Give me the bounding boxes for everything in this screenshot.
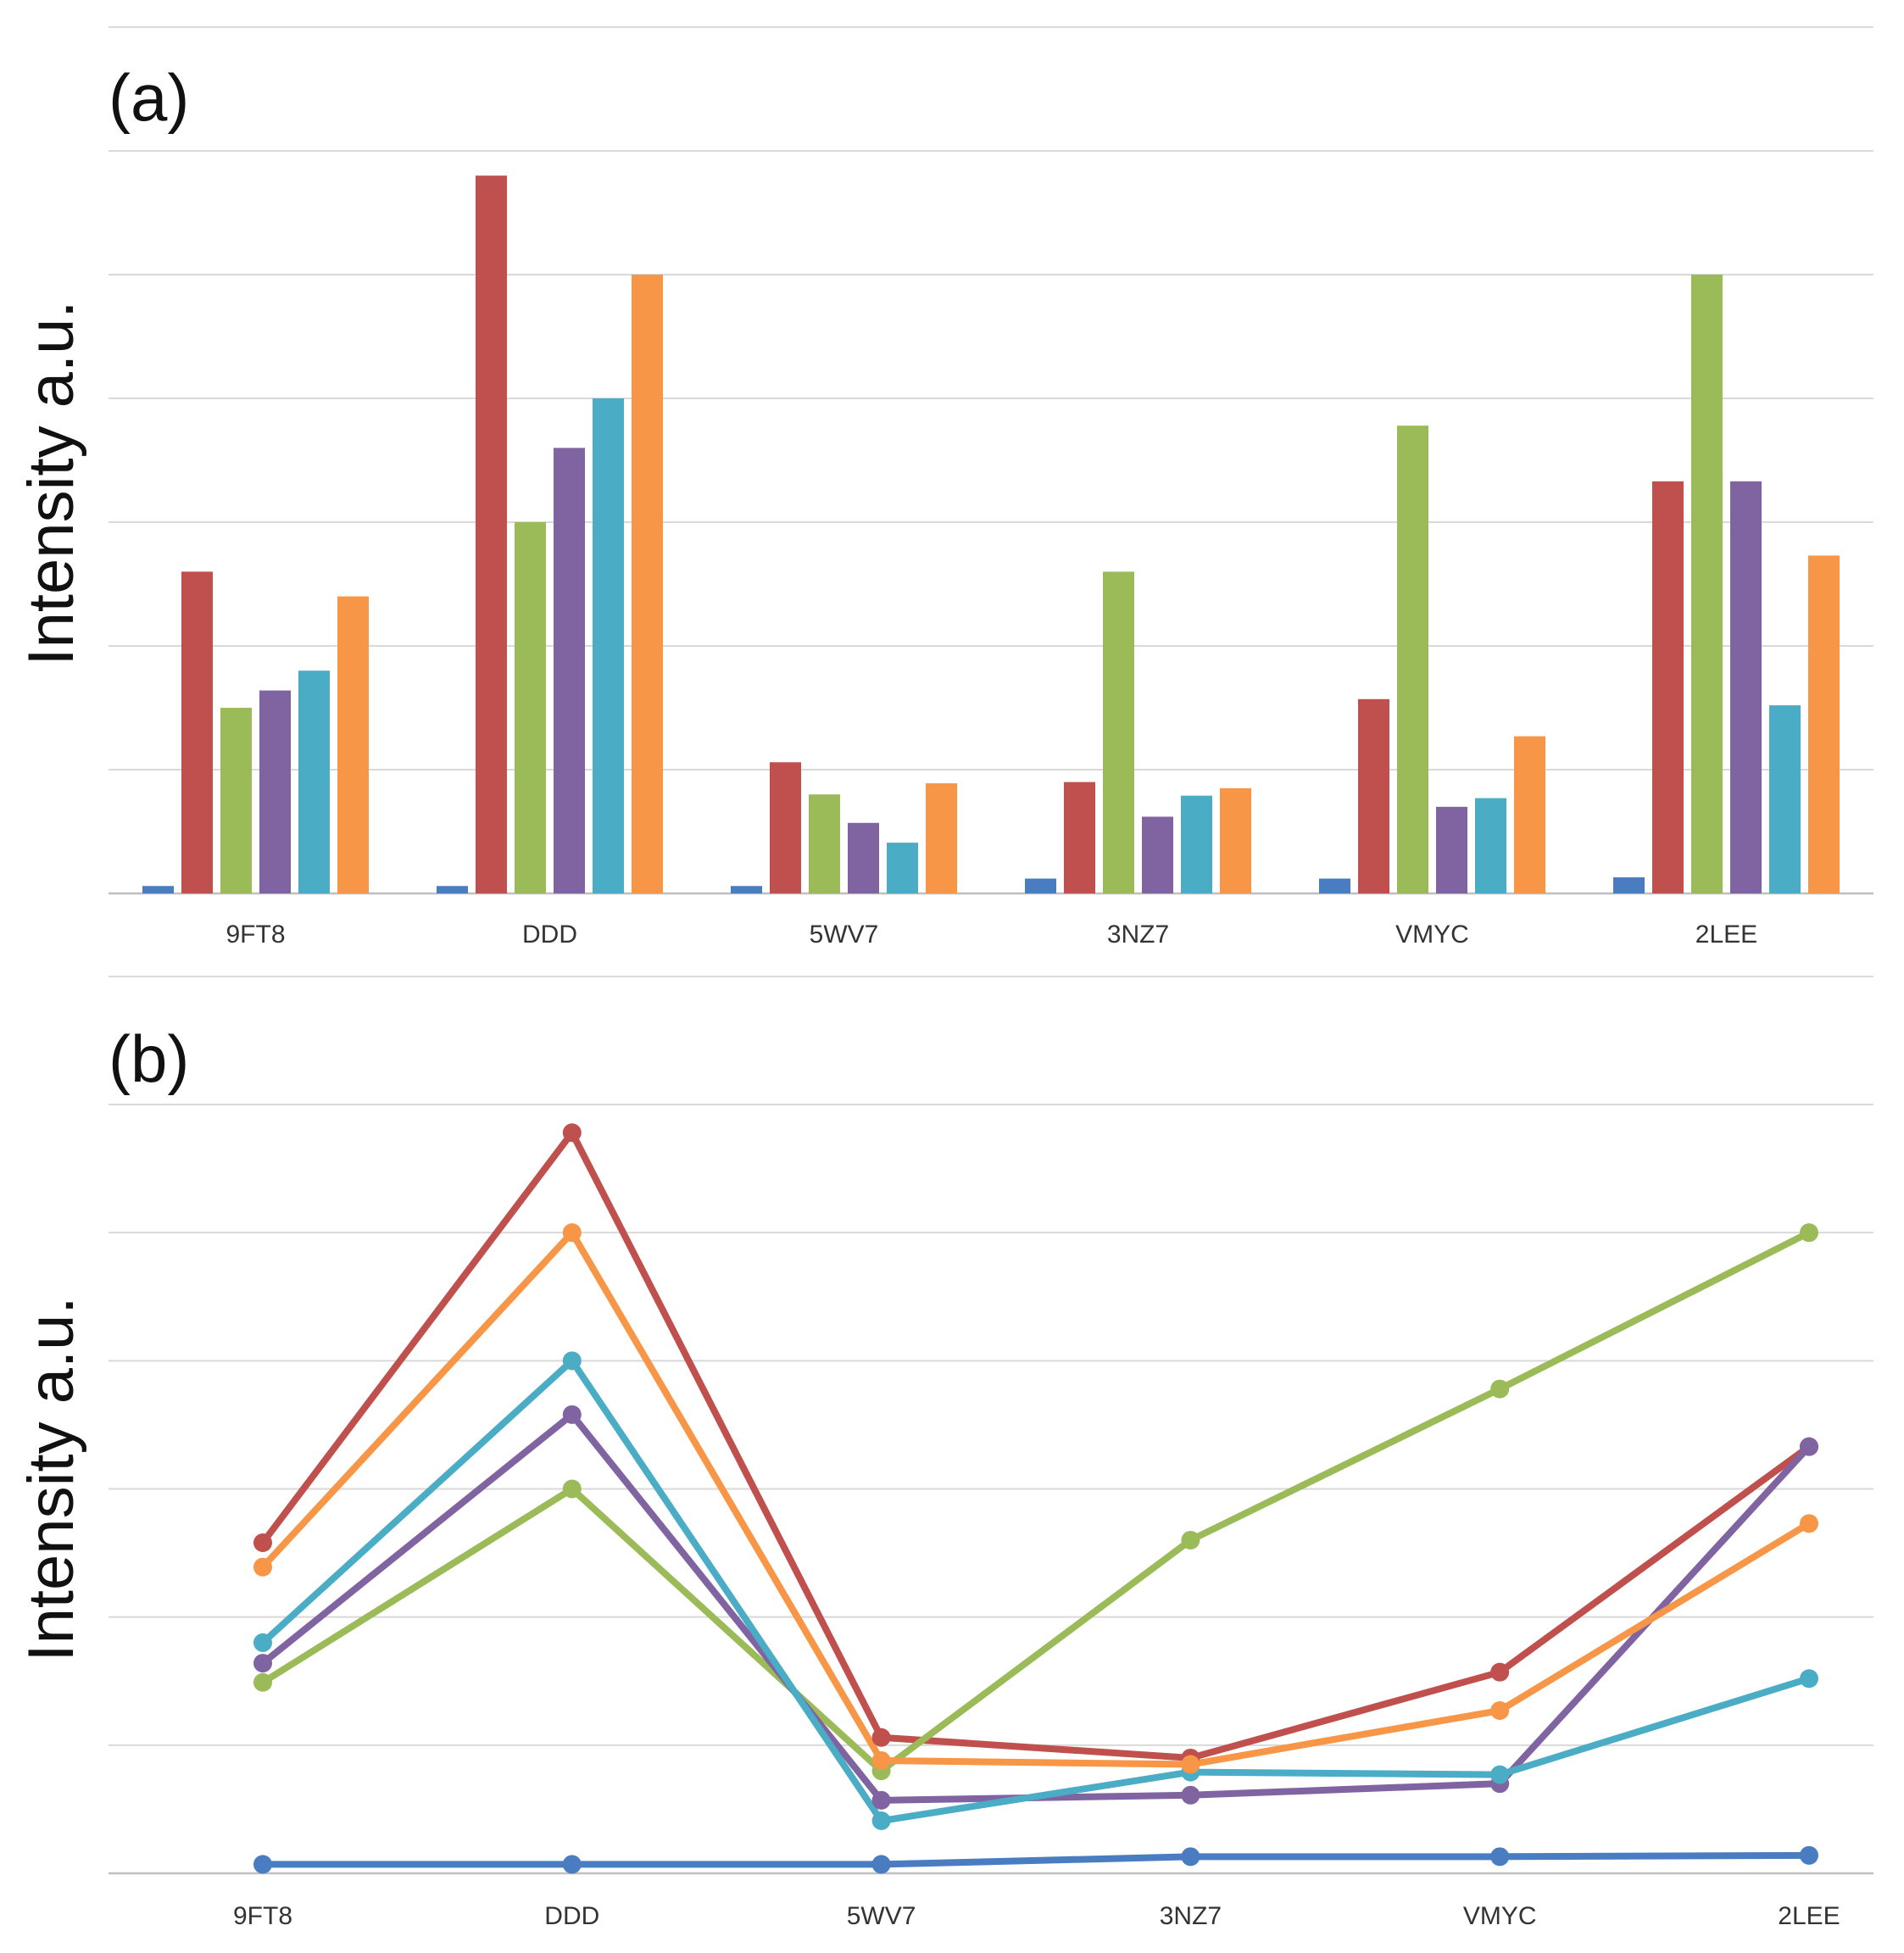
bars-a	[142, 175, 1840, 893]
bar-9FT8-series-1	[142, 886, 174, 893]
x-tick-labels-b: 9FT8 DDD 5WV7 3NZ7 VMYC 2LEE	[233, 1902, 1840, 1930]
x-tick-label: 5WV7	[847, 1902, 916, 1930]
bar-2LEE-series-3	[1691, 275, 1723, 893]
bar-9FT8-series-6	[337, 596, 369, 893]
x-tick-label: 9FT8	[225, 921, 285, 949]
bar-9FT8-series-2	[181, 571, 213, 893]
line-series-5	[259, 1357, 1812, 1825]
bar-VMYC-series-4	[1436, 806, 1467, 893]
series-lines-b	[259, 1129, 1812, 1868]
bar-2LEE-series-5	[1769, 705, 1801, 893]
bar-3NZ7-series-2	[1064, 782, 1095, 893]
line-chart-panel: (b) Intensity a.u. 9FT8 DDD 5WV7 3NZ7 VMYC 2L…	[15, 1021, 1873, 1930]
y-axis-label-a: Intensity a.u.	[15, 301, 87, 666]
bar-DDD-series-4	[554, 448, 585, 893]
point-9FT8-series-2	[253, 1533, 272, 1552]
point-VMYC-series-3	[1490, 1379, 1510, 1399]
bar-2LEE-series-6	[1808, 555, 1840, 893]
x-tick-label: DDD	[544, 1902, 599, 1930]
point-5WV7-series-4	[871, 1790, 891, 1810]
x-tick-labels-a: 9FT8 DDD 5WV7 3NZ7 VMYC 2LEE	[225, 921, 1757, 949]
point-VMYC-series-5	[1490, 1765, 1510, 1784]
x-tick-label: 5WV7	[810, 921, 879, 949]
bar-9FT8-series-4	[259, 690, 291, 893]
line-series-1	[259, 1851, 1812, 1868]
gridlines-a	[109, 26, 1873, 977]
bar-5WV7-series-5	[887, 843, 918, 893]
point-VMYC-series-6	[1490, 1701, 1510, 1721]
bar-9FT8-series-3	[220, 708, 252, 893]
bar-3NZ7-series-3	[1103, 571, 1134, 893]
point-VMYC-series-2	[1490, 1662, 1510, 1682]
panel-label-b: (b)	[109, 1021, 189, 1096]
point-2LEE-series-6	[1800, 1514, 1818, 1533]
bar-5WV7-series-6	[926, 783, 957, 893]
point-DDD-series-6	[562, 1223, 582, 1243]
x-tick-label: DDD	[522, 921, 577, 949]
point-9FT8-series-1	[253, 1855, 272, 1874]
point-5WV7-series-2	[871, 1728, 891, 1747]
point-DDD-series-1	[562, 1855, 582, 1874]
line-series-4	[259, 1410, 1812, 1804]
bar-5WV7-series-3	[809, 794, 840, 893]
point-2LEE-series-4	[1800, 1437, 1818, 1456]
x-tick-label: 9FT8	[233, 1902, 292, 1930]
bar-3NZ7-series-1	[1025, 878, 1056, 893]
y-axis-label-b: Intensity a.u.	[15, 1297, 87, 1662]
bar-3NZ7-series-6	[1220, 787, 1251, 893]
gridlines-b	[109, 1104, 1873, 1875]
bar-DDD-series-3	[515, 522, 546, 893]
bar-5WV7-series-4	[848, 822, 879, 893]
bar-2LEE-series-4	[1730, 481, 1762, 893]
bar-5WV7-series-1	[731, 886, 762, 893]
x-tick-label: 2LEE	[1778, 1902, 1840, 1930]
x-tick-label: 3NZ7	[1160, 1902, 1222, 1930]
bar-VMYC-series-3	[1397, 426, 1428, 893]
bar-2LEE-series-2	[1652, 481, 1684, 893]
bar-VMYC-series-1	[1319, 878, 1350, 893]
line-series-6	[259, 1229, 1812, 1768]
point-5WV7-series-5	[871, 1811, 891, 1831]
x-tick-label: VMYC	[1463, 1902, 1537, 1930]
bar-DDD-series-6	[632, 275, 663, 893]
point-5WV7-series-1	[871, 1855, 891, 1874]
x-tick-label: 2LEE	[1695, 921, 1757, 949]
series-points-b	[253, 1123, 1818, 1874]
bar-DDD-series-2	[476, 175, 507, 893]
point-9FT8-series-4	[253, 1654, 272, 1673]
point-3NZ7-series-1	[1181, 1847, 1200, 1867]
point-3NZ7-series-4	[1181, 1785, 1200, 1805]
bar-3NZ7-series-4	[1142, 816, 1173, 893]
point-3NZ7-series-3	[1181, 1530, 1200, 1550]
x-tick-label: 3NZ7	[1107, 921, 1169, 949]
bar-VMYC-series-6	[1514, 736, 1545, 893]
bar-VMYC-series-2	[1358, 698, 1389, 893]
panel-label-a: (a)	[109, 60, 189, 135]
bar-chart-panel: (a) Intensity a.u. 9FT8 DDD 5WV7 3NZ7 VMYC 2L…	[15, 26, 1873, 977]
point-5WV7-series-6	[871, 1750, 891, 1770]
bar-DDD-series-5	[593, 398, 624, 893]
bar-9FT8-series-5	[298, 670, 330, 893]
bar-2LEE-series-1	[1613, 877, 1645, 893]
point-DDD-series-5	[562, 1351, 582, 1371]
point-9FT8-series-3	[253, 1672, 272, 1692]
point-2LEE-series-3	[1800, 1223, 1818, 1243]
bar-5WV7-series-2	[770, 762, 801, 893]
line-series-3	[259, 1229, 1812, 1775]
point-VMYC-series-1	[1490, 1847, 1510, 1867]
point-DDD-series-2	[562, 1123, 582, 1143]
point-2LEE-series-1	[1800, 1845, 1818, 1865]
point-2LEE-series-5	[1800, 1669, 1818, 1689]
bar-DDD-series-1	[437, 886, 468, 893]
line-series-2	[259, 1129, 1812, 1761]
point-9FT8-series-6	[253, 1557, 272, 1577]
point-DDD-series-3	[562, 1479, 582, 1499]
point-DDD-series-4	[562, 1405, 582, 1424]
point-3NZ7-series-6	[1181, 1755, 1200, 1774]
bar-3NZ7-series-5	[1181, 795, 1212, 893]
point-9FT8-series-5	[253, 1633, 272, 1652]
x-tick-label: VMYC	[1395, 921, 1469, 949]
bar-VMYC-series-5	[1475, 798, 1506, 893]
